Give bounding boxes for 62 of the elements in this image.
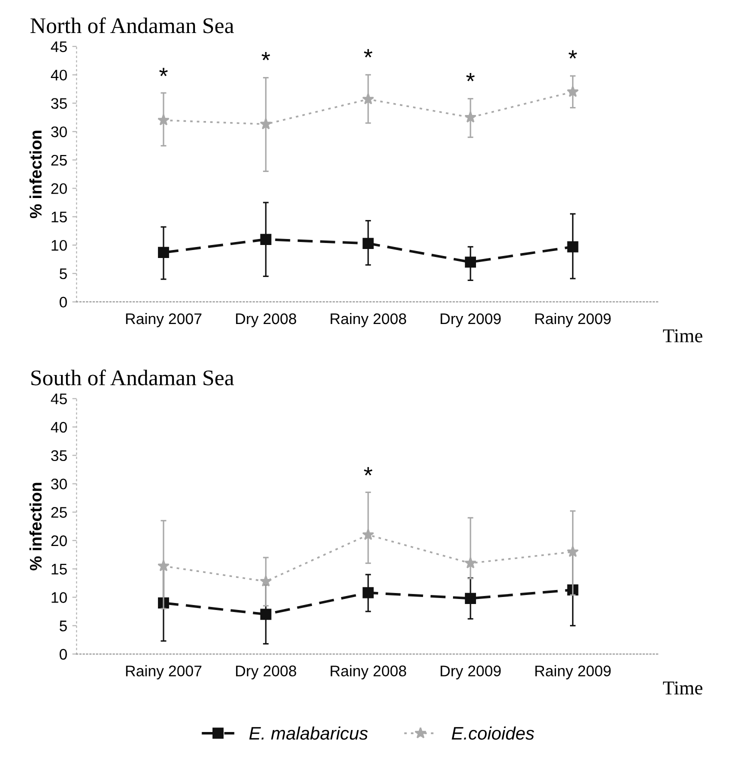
point: [362, 587, 374, 598]
point: [158, 560, 170, 572]
x-tick-label: Rainy 2008: [330, 312, 406, 328]
y-tick-label: 35: [51, 450, 67, 462]
point: [260, 118, 272, 130]
y-tick-label: 0: [60, 648, 67, 660]
legend-label: E.coioides: [452, 726, 534, 740]
x-axis-title: Time: [663, 681, 702, 695]
y-tick-label: 15: [52, 212, 67, 222]
y-tick-label: 45: [50, 41, 67, 52]
point: [567, 241, 578, 252]
annotation: *: [466, 72, 475, 82]
y-tick-label: 10: [52, 240, 67, 251]
x-axis-title: Time: [663, 329, 702, 342]
annotation: *: [159, 68, 168, 76]
x-tick-label: Rainy 2009: [535, 312, 611, 328]
y-tick-label: 30: [51, 126, 67, 138]
chart-title: South of Andaman Sea: [31, 370, 234, 386]
x-tick-label: Rainy 2009: [535, 665, 611, 680]
point: [566, 86, 579, 98]
y-tick-label: 45: [50, 394, 67, 404]
legend-label: E. malabaricus: [249, 726, 368, 740]
x-tick-label: Dry 2008: [236, 666, 296, 680]
y-tick-label: 5: [60, 620, 67, 632]
annotation: *: [364, 467, 372, 476]
annotation: *: [364, 49, 372, 58]
y-tick-label: 20: [51, 535, 67, 546]
y-tick-label: 15: [52, 564, 67, 575]
y-tick-label: 30: [51, 478, 67, 490]
y-tick-label: 25: [51, 507, 67, 518]
point: [464, 592, 476, 604]
y-tick-label: 25: [51, 154, 67, 166]
y-axis-title: % infection: [29, 482, 42, 570]
point: [158, 114, 170, 126]
point: [362, 528, 374, 540]
point: [362, 238, 374, 249]
point: [158, 246, 170, 258]
chart-title: North of Andaman Sea: [30, 17, 234, 34]
point: [260, 234, 272, 245]
annotation: *: [568, 50, 578, 59]
y-axis-title: % infection: [29, 130, 42, 218]
point: [464, 556, 476, 568]
x-tick-label: Rainy 2007: [126, 312, 202, 328]
x-tick-label: Rainy 2007: [126, 665, 202, 680]
point: [566, 546, 579, 558]
y-tick-label: 40: [50, 70, 67, 81]
x-tick-label: Dry 2009: [440, 313, 501, 328]
x-tick-label: Dry 2009: [440, 666, 501, 680]
point: [464, 111, 476, 123]
point: [260, 608, 272, 620]
point: [260, 575, 272, 587]
annotation: *: [262, 52, 270, 60]
y-tick-label: 35: [51, 98, 67, 109]
y-tick-label: 40: [50, 422, 67, 433]
y-tick-label: 5: [60, 268, 67, 280]
x-tick-label: Rainy 2008: [330, 665, 406, 680]
y-tick-label: 20: [51, 183, 67, 194]
point: [464, 256, 476, 268]
point: [362, 92, 374, 104]
y-tick-label: 0: [60, 296, 67, 308]
y-tick-label: 10: [52, 592, 67, 603]
x-tick-label: Dry 2008: [236, 313, 296, 328]
